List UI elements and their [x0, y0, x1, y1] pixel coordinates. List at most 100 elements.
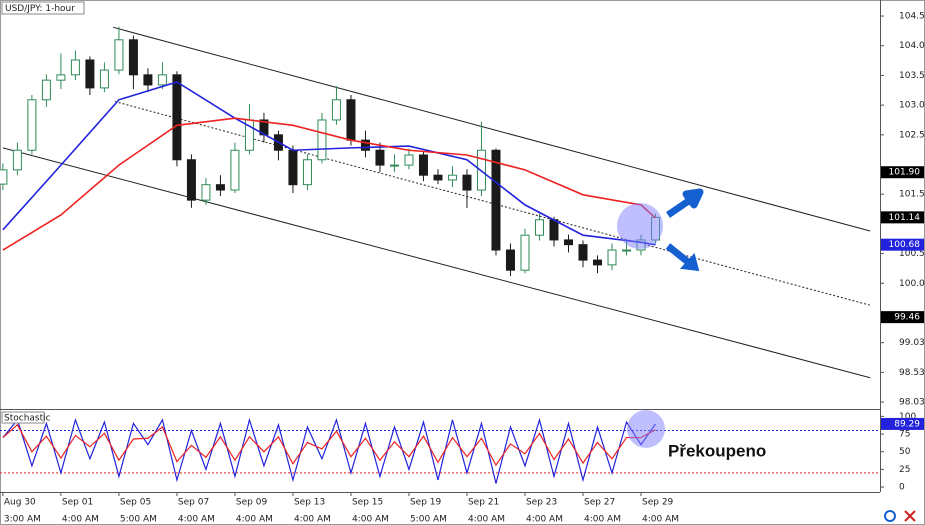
candle-body — [462, 174, 472, 191]
y-tick-label: 102.53 — [899, 130, 925, 140]
x-tick-time: 4:00 AM — [468, 515, 505, 525]
stochastic-line — [2, 423, 656, 467]
price-marker — [881, 417, 924, 430]
candle-body — [418, 154, 428, 176]
price-marker — [881, 211, 924, 224]
candle-body — [114, 39, 124, 71]
candle-body — [505, 249, 515, 271]
price-marker-label: 100.68 — [889, 240, 921, 250]
x-tick-time: 4:00 AM — [584, 515, 621, 525]
candle-body — [41, 79, 51, 101]
x-tick-label: Sep 19 — [410, 498, 442, 508]
y-tick-label: 50 — [899, 447, 911, 457]
moving-average — [2, 117, 657, 251]
y-tick-label: 100.53 — [899, 249, 925, 259]
x-tick-label: Sep 15 — [352, 498, 383, 508]
price-marker-label: 101.90 — [889, 168, 921, 178]
price-marker — [881, 238, 924, 251]
x-tick-label: Sep 29 — [642, 498, 674, 508]
title-box — [1, 411, 45, 424]
candle-body — [157, 74, 167, 86]
y-tick-label: 104.53 — [899, 12, 925, 22]
candle-body — [534, 219, 544, 236]
candle-body — [331, 99, 341, 121]
candle-body — [230, 149, 240, 191]
x-tick-label: Sep 27 — [584, 498, 615, 508]
x-tick-time: 4:00 AM — [178, 515, 215, 525]
y-tick-label: 99.03 — [899, 338, 925, 348]
candle-body — [447, 174, 457, 181]
y-tick-label: 75 — [899, 430, 910, 440]
price-marker — [881, 311, 924, 324]
candle-body — [302, 159, 312, 186]
x-tick-time: 5:00 AM — [120, 515, 157, 525]
candle-body — [607, 249, 617, 266]
x-tick-time: 3:00 AM — [4, 515, 41, 525]
x-tick-label: Aug 30 — [4, 498, 36, 508]
candle-body — [563, 239, 573, 246]
price-marker-label: 89.29 — [894, 419, 920, 429]
x-tick-time: 4:00 AM — [294, 515, 331, 525]
x-tick-label: Sep 07 — [178, 498, 209, 508]
y-tick-label: 100.03 — [899, 279, 925, 289]
y-tick-label: 25 — [899, 465, 910, 475]
y-tick-label: 0 — [899, 483, 905, 493]
arrow-up — [666, 188, 704, 218]
candle-body — [404, 154, 414, 166]
arrow-down-head — [679, 252, 700, 272]
y-tick-label: 100 — [899, 412, 916, 422]
trendline — [2, 147, 871, 379]
x-tick-time: 4:00 AM — [62, 515, 99, 525]
x-tick-label: Sep 23 — [526, 498, 557, 508]
x-tick-label: Sep 21 — [468, 498, 499, 508]
trendline — [112, 26, 871, 232]
candle-body — [85, 59, 95, 89]
candle-body — [578, 244, 588, 261]
price-marker-label: 101.14 — [889, 213, 921, 223]
x-tick-label: Sep 01 — [62, 498, 93, 508]
candle-body — [0, 169, 8, 185]
moving-average — [2, 81, 656, 246]
arrow-down — [665, 243, 691, 265]
x-tick-time: 5:00 AM — [410, 515, 447, 525]
x-tick-label: Sep 09 — [236, 498, 268, 508]
icon[interactable] — [884, 510, 896, 522]
price-marker-label: 99.46 — [894, 313, 920, 323]
candle-body — [201, 184, 211, 201]
candle-body — [128, 39, 138, 76]
candle-body — [433, 174, 443, 181]
candle-body — [491, 149, 501, 251]
candle-body — [27, 99, 37, 151]
x-tick-time: 4:00 AM — [526, 515, 563, 525]
candle-body — [143, 74, 153, 86]
candle-body — [389, 164, 399, 167]
x-tick-time: 4:00 AM — [352, 515, 389, 525]
candle-body — [56, 74, 66, 81]
x-tick-label: Sep 13 — [294, 498, 325, 508]
panel-title: Stochastic — [4, 414, 51, 424]
x-tick-time: 4:00 AM — [236, 515, 273, 525]
y-tick-label: 103.03 — [899, 101, 925, 111]
y-tick-label: 104.03 — [899, 41, 925, 51]
candle-body — [346, 99, 356, 141]
price-marker — [881, 166, 924, 179]
candle-body — [549, 219, 559, 241]
highlight-circle — [617, 203, 663, 249]
icon[interactable] — [904, 510, 916, 522]
candle-body — [99, 69, 109, 89]
chart-title: USD/JPY: 1-hour — [5, 4, 75, 14]
y-tick-label: 98.53 — [899, 368, 925, 378]
x-tick-label: Sep 05 — [120, 498, 151, 508]
candle-body — [621, 249, 631, 252]
candle-body — [215, 184, 225, 191]
candle-body — [520, 234, 530, 271]
candle-body — [592, 259, 602, 266]
title-box — [1, 1, 85, 15]
x-tick-time: 4:00 AM — [642, 515, 679, 525]
highlight-circle — [627, 410, 665, 448]
candle-body — [172, 74, 182, 161]
y-tick-label: 101.53 — [899, 190, 925, 200]
candle-body — [12, 149, 22, 171]
